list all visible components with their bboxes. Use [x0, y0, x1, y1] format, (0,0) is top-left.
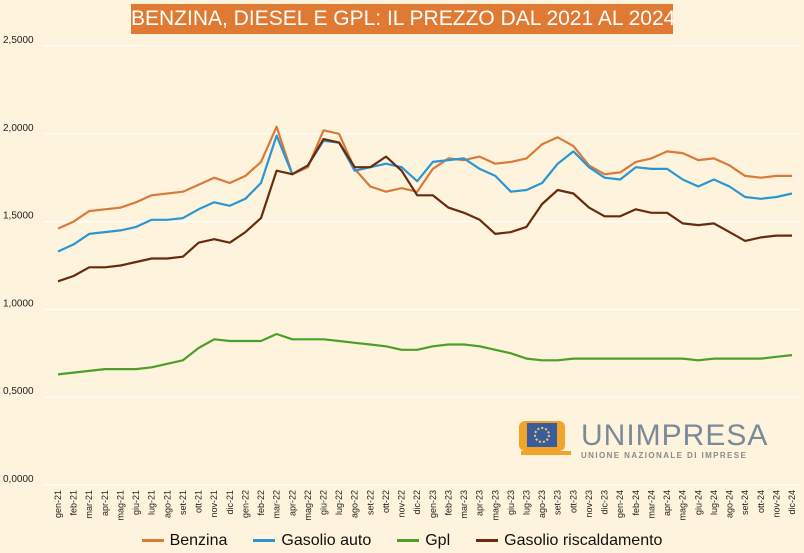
legend-label: Gpl — [425, 531, 451, 549]
legend-swatch — [476, 539, 499, 542]
x-tick-label: set-21 — [178, 490, 188, 515]
y-tick-label: 1,0000 — [3, 298, 34, 309]
x-tick-label: giu-23 — [506, 490, 516, 515]
x-tick-label: gen-24 — [615, 490, 625, 518]
x-tick-label: mag-22 — [303, 490, 313, 521]
logo-emblem-icon — [519, 421, 571, 455]
x-tick-label: apr-23 — [475, 490, 485, 516]
x-tick-label: mar-24 — [646, 490, 656, 519]
y-tick-label: 1,5000 — [3, 211, 34, 222]
x-tick-label: mar-22 — [272, 490, 282, 519]
series-line-gpl — [57, 332, 793, 376]
x-tick-label: gen-22 — [240, 490, 250, 518]
y-axis-ticks: 0,0000 0,5000 1,0000 1,5000 2,0000 2,5000 — [3, 35, 34, 485]
legend-label: Benzina — [169, 531, 228, 549]
legend-label: Gasolio riscaldamento — [504, 531, 663, 549]
legend-item: Gasolio auto — [253, 528, 371, 553]
x-tick-label: dic-22 — [412, 490, 422, 515]
x-tick-label: apr-24 — [662, 490, 672, 516]
y-tick-label: 2,0000 — [3, 123, 34, 134]
legend-item: Gasolio riscaldamento — [476, 528, 662, 553]
x-tick-label: giu-21 — [131, 490, 141, 515]
x-tick-label: ott-22 — [381, 490, 391, 513]
x-tick-label: dic-21 — [225, 490, 235, 515]
y-tick-label: 0,5000 — [3, 386, 34, 397]
legend-swatch — [397, 539, 420, 542]
x-tick-label: mag-21 — [115, 490, 125, 521]
x-tick-label: lug-22 — [334, 490, 344, 515]
x-axis-ticks: gen-21 feb-21 mar-21 apr-21 mag-21 giu-21 lug-… — [53, 490, 797, 521]
x-tick-label: lug-21 — [147, 490, 157, 515]
x-tick-label: nov-24 — [771, 490, 781, 518]
x-tick-label: nov-22 — [397, 490, 407, 518]
x-tick-label: gen-23 — [428, 490, 438, 518]
series-line-gasolio-auto — [57, 134, 793, 253]
chart-legend: Benzina Gasolio auto Gpl Gasolio riscaldame… — [0, 528, 804, 553]
x-tick-label: giu-22 — [318, 490, 328, 515]
x-tick-label: lug-24 — [709, 490, 719, 515]
series-line-benzina — [57, 125, 792, 230]
x-tick-label: dic-24 — [787, 490, 797, 515]
x-tick-label: ott-21 — [194, 490, 204, 513]
legend-swatch — [253, 539, 276, 542]
x-tick-label: feb-23 — [443, 490, 453, 516]
y-tick-label: 0,0000 — [3, 474, 34, 485]
x-tick-label: set-24 — [740, 490, 750, 515]
x-tick-label: nov-23 — [584, 490, 594, 518]
x-tick-label: mag-23 — [490, 490, 500, 521]
x-tick-label: apr-21 — [100, 490, 110, 516]
x-tick-label: ott-24 — [756, 490, 766, 513]
x-tick-label: nov-21 — [209, 490, 219, 518]
x-tick-label: ago-22 — [350, 490, 360, 518]
unimpresa-logo: UNIMPRESA UNIONE NAZIONALE DI IMPRESE — [517, 419, 769, 460]
x-tick-label: set-23 — [553, 490, 563, 515]
x-tick-label: lug-23 — [522, 490, 532, 515]
legend-label: Gasolio auto — [281, 531, 372, 549]
x-tick-label: feb-21 — [69, 490, 79, 516]
x-tick-label: mag-24 — [678, 490, 688, 521]
logo-wordmark: UNIMPRESA — [581, 419, 769, 452]
x-tick-label: ago-24 — [725, 490, 735, 518]
x-tick-label: mar-23 — [459, 490, 469, 519]
x-tick-label: mar-21 — [84, 490, 94, 519]
legend-item: Benzina — [141, 528, 228, 553]
x-tick-label: ott-23 — [568, 490, 578, 513]
x-tick-label: ago-23 — [537, 490, 547, 518]
chart-title: BENZINA, DIESEL E GPL: IL PREZZO DAL 202… — [131, 4, 673, 34]
legend-swatch — [141, 539, 164, 542]
series-lines — [57, 125, 793, 376]
y-tick-label: 2,5000 — [3, 35, 34, 46]
x-tick-label: dic-23 — [600, 490, 610, 515]
logo-tagline: UNIONE NAZIONALE DI IMPRESE — [581, 451, 748, 460]
x-tick-label: set-22 — [365, 490, 375, 515]
x-tick-label: giu-24 — [693, 490, 703, 515]
series-line-gasolio-riscaldamento — [57, 138, 792, 283]
grid-lines — [44, 45, 800, 486]
x-tick-label: ago-21 — [162, 490, 172, 518]
x-tick-label: gen-21 — [53, 490, 63, 518]
x-tick-label: apr-22 — [287, 490, 297, 516]
x-tick-label: feb-22 — [256, 490, 266, 516]
legend-item: Gpl — [397, 528, 450, 553]
x-tick-label: feb-24 — [631, 490, 641, 516]
